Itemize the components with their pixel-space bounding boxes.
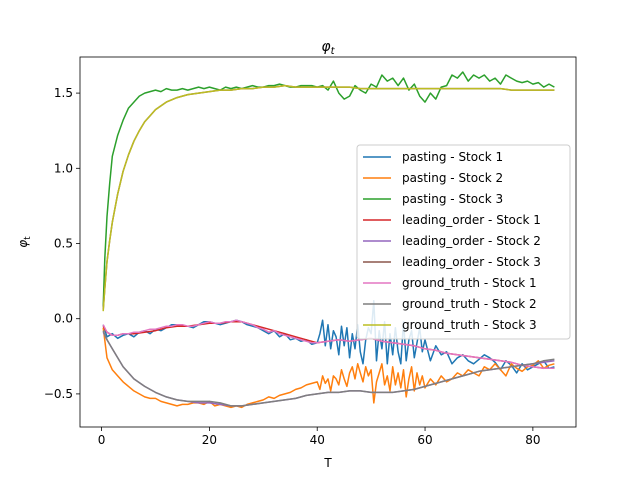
y-tick-label: 1.5 bbox=[54, 86, 73, 100]
plot-area bbox=[79, 56, 577, 428]
x-tick-label: 40 bbox=[310, 433, 325, 447]
x-tick-label: 60 bbox=[417, 433, 432, 447]
legend-entry: leading_order - Stock 2 bbox=[402, 234, 541, 248]
y-tick-label: 0.0 bbox=[54, 312, 73, 326]
series-line-8 bbox=[102, 330, 555, 407]
x-tick-label: 20 bbox=[202, 433, 217, 447]
legend-entry: leading_order - Stock 1 bbox=[402, 213, 541, 227]
legend: pasting - Stock 1 pasting - Stock 2 pastin… bbox=[356, 144, 571, 340]
plot-frame bbox=[79, 56, 577, 428]
x-axis-label: T bbox=[323, 456, 332, 470]
y-tick-label: −0.5 bbox=[44, 387, 73, 401]
legend-box bbox=[356, 144, 571, 340]
legend-entry: ground_truth - Stock 3 bbox=[402, 318, 537, 332]
legend-entry: pasting - Stock 2 bbox=[402, 171, 503, 185]
legend-entry: ground_truth - Stock 2 bbox=[402, 297, 537, 311]
legend-entry: pasting - Stock 1 bbox=[402, 150, 503, 164]
x-tick-label: 0 bbox=[98, 433, 106, 447]
y-axis-label-sub: t bbox=[23, 236, 33, 240]
series-line-5 bbox=[102, 331, 555, 407]
chart-title: φt bbox=[321, 39, 335, 57]
y-axis: −0.5 0.0 0.5 1.0 1.5 bbox=[44, 86, 80, 401]
y-axis-label: φt bbox=[16, 236, 33, 248]
series-line-2 bbox=[102, 327, 555, 409]
series-line-7 bbox=[102, 319, 555, 370]
legend-entry: pasting - Stock 3 bbox=[402, 192, 503, 206]
chart-title-main: φ bbox=[321, 39, 331, 55]
y-tick-label: 0.5 bbox=[54, 237, 73, 251]
x-tick-label: 80 bbox=[525, 433, 540, 447]
y-axis-label-main: φ bbox=[16, 240, 30, 248]
legend-entry: ground_truth - Stock 1 bbox=[402, 276, 537, 290]
series-line-3 bbox=[102, 71, 555, 307]
chart-title-sub: t bbox=[331, 46, 336, 57]
x-axis: 0 20 40 60 80 bbox=[98, 427, 541, 447]
legend-entry: leading_order - Stock 3 bbox=[402, 255, 541, 269]
series-line-9 bbox=[102, 84, 555, 312]
y-tick-label: 1.0 bbox=[54, 161, 73, 175]
